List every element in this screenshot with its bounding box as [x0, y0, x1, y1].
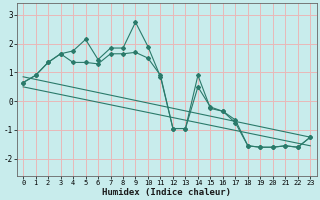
X-axis label: Humidex (Indice chaleur): Humidex (Indice chaleur) — [102, 188, 231, 197]
